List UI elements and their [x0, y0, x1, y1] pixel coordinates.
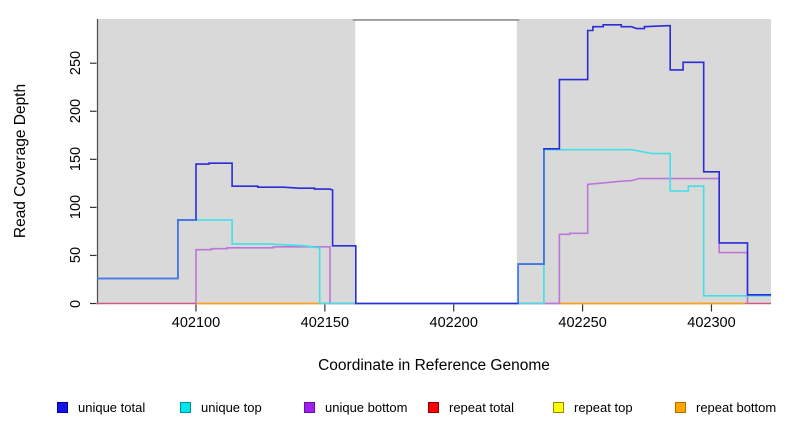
legend-label: unique total: [78, 399, 146, 415]
legend-item: repeat total: [428, 398, 514, 416]
y-tick-label: 200: [68, 99, 84, 124]
series-line-unique-total: [97, 23, 771, 305]
legend-swatch-repeat-bottom: [675, 401, 686, 413]
x-tick-label: 402150: [300, 315, 350, 331]
y-tick-label: 50: [68, 247, 84, 264]
legend-label: repeat top: [574, 399, 633, 415]
y-tick-label: 0: [68, 299, 84, 308]
legend-item: unique top: [180, 398, 262, 416]
legend: unique total unique top unique bottom repea…: [0, 398, 792, 420]
series-line-unique-top: [177, 148, 771, 305]
legend-swatch-repeat-total: [428, 401, 439, 413]
legend-swatch-unique-total: [57, 401, 68, 413]
coverage-plot-svg: [90, 19, 771, 312]
x-tick-label: 402250: [558, 315, 607, 331]
series-line-unique-total-rise-segment: [517, 149, 545, 304]
legend-label: repeat bottom: [696, 399, 777, 415]
series-line-unique-bottom: [195, 177, 749, 305]
y-tick-label: 100: [68, 195, 84, 220]
y-tick-label: 250: [68, 51, 84, 76]
legend-label: unique top: [201, 399, 262, 415]
legend-swatch-repeat-top: [553, 401, 564, 413]
legend-swatch-unique-top: [180, 401, 191, 413]
x-tick-label: 402300: [687, 315, 736, 331]
legend-swatch-unique-bottom: [304, 401, 315, 413]
series-line-unique-total-left-segment: [97, 219, 196, 280]
x-axis-title: Coordinate in Reference Genome: [318, 357, 550, 374]
legend-item: unique bottom: [304, 398, 407, 416]
legend-label: unique bottom: [325, 399, 408, 415]
legend-item: repeat bottom: [675, 398, 776, 416]
x-tick-label: 402200: [429, 315, 478, 331]
x-tick-label: 402100: [171, 315, 221, 331]
legend-item: repeat top: [553, 398, 633, 416]
y-tick-label: 150: [68, 147, 84, 172]
legend-label: repeat total: [449, 399, 515, 415]
y-axis-title: Read Coverage Depth: [12, 83, 29, 239]
masked-region: [355, 20, 517, 304]
legend-item: unique total: [57, 398, 145, 416]
